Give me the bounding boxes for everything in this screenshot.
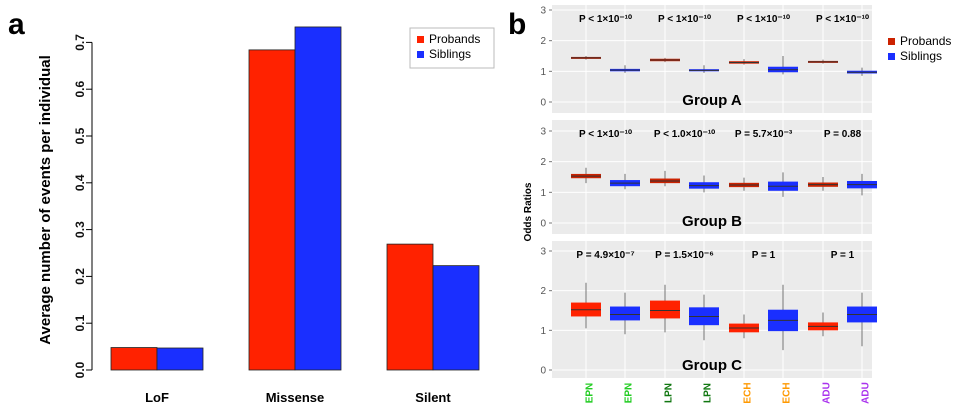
y-tick-label: 0.5 — [73, 127, 87, 144]
y-tick-label: 0 — [540, 219, 546, 230]
legend-swatch — [417, 51, 424, 58]
boxplot-group: 0 1 2 3 P < 1×10⁻¹⁰ P < 1×10⁻¹⁰ P < 1×10⁻¹⁰ P <… — [540, 5, 877, 113]
y-tick-label: 1 — [540, 188, 546, 199]
category-label: Missense — [266, 390, 325, 405]
y-tick-label: 3 — [540, 127, 546, 138]
group-background — [552, 120, 872, 234]
bar-siblings — [432, 265, 480, 371]
bar-chart-y-axis: 0.0 0.1 0.2 0.3 0.4 0.5 0.6 0.7 — [73, 34, 93, 378]
bar-siblings — [294, 26, 342, 371]
y-tick-label: 0 — [540, 98, 546, 109]
category-label: LoF — [145, 390, 169, 405]
y-tick-label: 0 — [540, 366, 546, 377]
bar-probands — [248, 49, 296, 371]
panel-b-letter: b — [508, 8, 526, 41]
p-value-label: P = 1 — [752, 250, 776, 261]
boxplot-y-axis-label: Odds Ratios — [523, 182, 534, 241]
bar-chart-categories: LoF Missense Silent — [145, 390, 451, 405]
bar-probands — [386, 243, 434, 371]
p-value-label: P = 1 — [831, 250, 855, 261]
legend-swatch — [888, 53, 895, 60]
x-axis-label: ADU — [822, 382, 833, 404]
x-axis-label: EPN — [624, 383, 635, 404]
group-label: Group A — [682, 92, 742, 109]
p-value-label: P = 4.9×10⁻⁷ — [576, 250, 634, 261]
box — [610, 306, 640, 321]
x-axis-label: LPN — [664, 383, 675, 403]
legend-label: Probands — [429, 32, 480, 46]
p-value-label: P < 1×10⁻¹⁰ — [737, 14, 790, 25]
category-label: Silent — [415, 390, 451, 405]
y-tick-label: 1 — [540, 326, 546, 337]
legend-swatch — [888, 38, 895, 45]
bar-chart-bars — [110, 26, 480, 371]
p-value-label: P < 1×10⁻¹⁰ — [579, 14, 632, 25]
x-axis-label: ADU — [861, 382, 872, 404]
group-background — [552, 5, 872, 113]
group-label: Group B — [682, 213, 742, 230]
boxplot-group: 0 1 2 3 P = 4.9×10⁻⁷ P = 1.5×10⁻⁶ P = 1 P = 1 Gr… — [540, 241, 877, 378]
y-tick-label: 0.0 — [73, 361, 87, 378]
legend-swatch — [417, 36, 424, 43]
legend-label: Probands — [900, 34, 951, 48]
y-tick-label: 0.2 — [73, 268, 87, 285]
y-tick-label: 0.3 — [73, 221, 87, 238]
y-tick-label: 0.1 — [73, 315, 87, 332]
boxplot-panel: Odds Ratios 0 1 2 3 P < 1×10⁻¹⁰ P < 1×10⁻¹⁰ P … — [523, 5, 951, 404]
legend-box — [409, 27, 495, 69]
bar-chart-y-axis-label: Average number of events per individual — [37, 55, 54, 345]
box — [650, 300, 680, 319]
boxplot-group: 0 1 2 3 P < 1×10⁻¹⁰ P < 1.0×10⁻¹⁰ P = 5.7×10⁻³… — [540, 120, 877, 234]
p-value-label: P = 0.88 — [824, 129, 862, 140]
group-label: Group C — [682, 357, 742, 374]
p-value-label: P = 5.7×10⁻³ — [735, 129, 793, 140]
y-tick-label: 2 — [540, 157, 546, 168]
y-tick-label: 0.7 — [73, 34, 87, 51]
x-axis-label: ECH — [743, 382, 754, 403]
bar-probands — [110, 347, 158, 371]
y-tick-label: 1 — [540, 67, 546, 78]
bar-chart-panel: Average number of events per individual … — [37, 26, 495, 405]
p-value-label: P < 1×10⁻¹⁰ — [816, 14, 869, 25]
boxplot-groups: 0 1 2 3 P < 1×10⁻¹⁰ P < 1×10⁻¹⁰ P < 1×10⁻¹⁰ P <… — [540, 5, 877, 378]
p-value-label: P = 1.5×10⁻⁶ — [655, 250, 714, 261]
y-tick-label: 0.6 — [73, 81, 87, 98]
legend-label: Siblings — [900, 49, 942, 63]
y-tick-label: 2 — [540, 36, 546, 47]
p-value-label: P < 1.0×10⁻¹⁰ — [654, 129, 715, 140]
y-tick-label: 0.4 — [73, 174, 87, 191]
boxplot-x-labels: EPN EPN LPN LPN ECH ECH ADU ADU — [585, 382, 872, 404]
x-axis-label: LPN — [703, 383, 714, 403]
legend-label: Siblings — [429, 47, 471, 61]
p-value-label: P < 1×10⁻¹⁰ — [658, 14, 711, 25]
x-axis-label: ECH — [782, 382, 793, 403]
p-value-label: P < 1×10⁻¹⁰ — [579, 129, 632, 140]
x-axis-label: EPN — [585, 383, 596, 404]
y-tick-label: 3 — [540, 247, 546, 258]
panel-a-letter: a — [8, 8, 25, 41]
y-tick-label: 2 — [540, 286, 546, 297]
y-tick-label: 3 — [540, 6, 546, 17]
bar-siblings — [156, 347, 204, 371]
